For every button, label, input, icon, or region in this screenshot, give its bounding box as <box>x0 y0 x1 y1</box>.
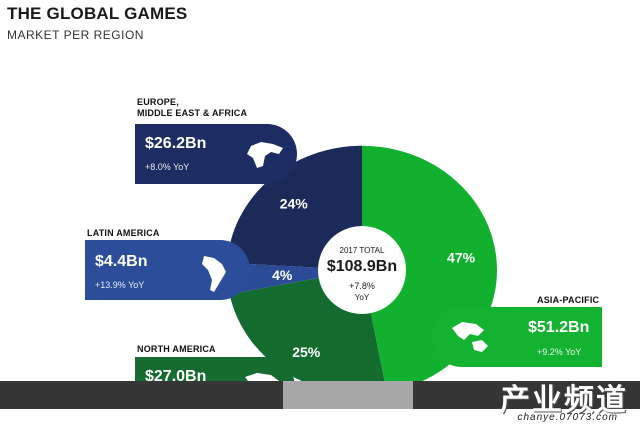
region-name-na: NORTH AMERICA <box>137 344 216 354</box>
chart-title: THE GLOBAL GAMES <box>7 4 188 23</box>
latam-map-icon <box>202 256 226 292</box>
region-head-emea: EUROPE, MIDDLE EAST & AFRICA <box>137 97 247 119</box>
total-label: 2017 TOTAL <box>339 246 385 255</box>
total-value: $108.9Bn <box>326 258 398 275</box>
region-value-latam: $4.4Bn <box>95 253 148 270</box>
watermark-url: chanye.07073.com <box>517 412 618 423</box>
total-growth: +7.8% <box>349 281 375 291</box>
region-value-apac: $51.2Bn <box>528 319 590 336</box>
share-label-na: 25% <box>292 344 321 360</box>
region-card-latam: $4.4Bn +13.9% YoY <box>85 240 250 300</box>
region-yoy-latam: +13.9% YoY <box>95 280 145 290</box>
total-growth-unit: YoY <box>354 293 370 302</box>
donut-hole <box>318 226 406 314</box>
region-name-emea-line1: EUROPE, <box>137 97 179 107</box>
region-card-emea: $26.2Bn +8.0% YoY <box>135 124 297 184</box>
watermark-gap <box>283 381 413 409</box>
share-label-apac: 47% <box>447 250 476 266</box>
region-name-emea-line2: MIDDLE EAST & AFRICA <box>137 108 248 118</box>
region-yoy-emea: +8.0% YoY <box>145 162 190 172</box>
region-yoy-apac: +9.2% YoY <box>537 347 582 357</box>
region-card-apac: $51.2Bn +9.2% YoY <box>432 307 602 367</box>
region-card-na: $27.0Bn <box>135 357 295 387</box>
slice-emea <box>227 145 362 270</box>
chart-subtitle: MARKET PER REGION <box>7 28 144 42</box>
emea-map-icon <box>247 142 283 168</box>
region-value-na: $27.0Bn <box>145 368 207 385</box>
watermark-logo: 产业频道 <box>500 383 628 418</box>
card-bg-latam <box>85 240 250 300</box>
apac-map-icon <box>452 322 488 352</box>
card-bg-apac <box>432 307 602 367</box>
share-label-emea: 24% <box>280 195 309 211</box>
region-value-emea: $26.2Bn <box>145 135 207 152</box>
share-label-latam: 4% <box>272 267 293 283</box>
card-bg-emea <box>135 124 297 184</box>
region-name-apac: ASIA-PACIFIC <box>537 295 600 305</box>
region-name-latam: LATIN AMERICA <box>87 228 160 238</box>
